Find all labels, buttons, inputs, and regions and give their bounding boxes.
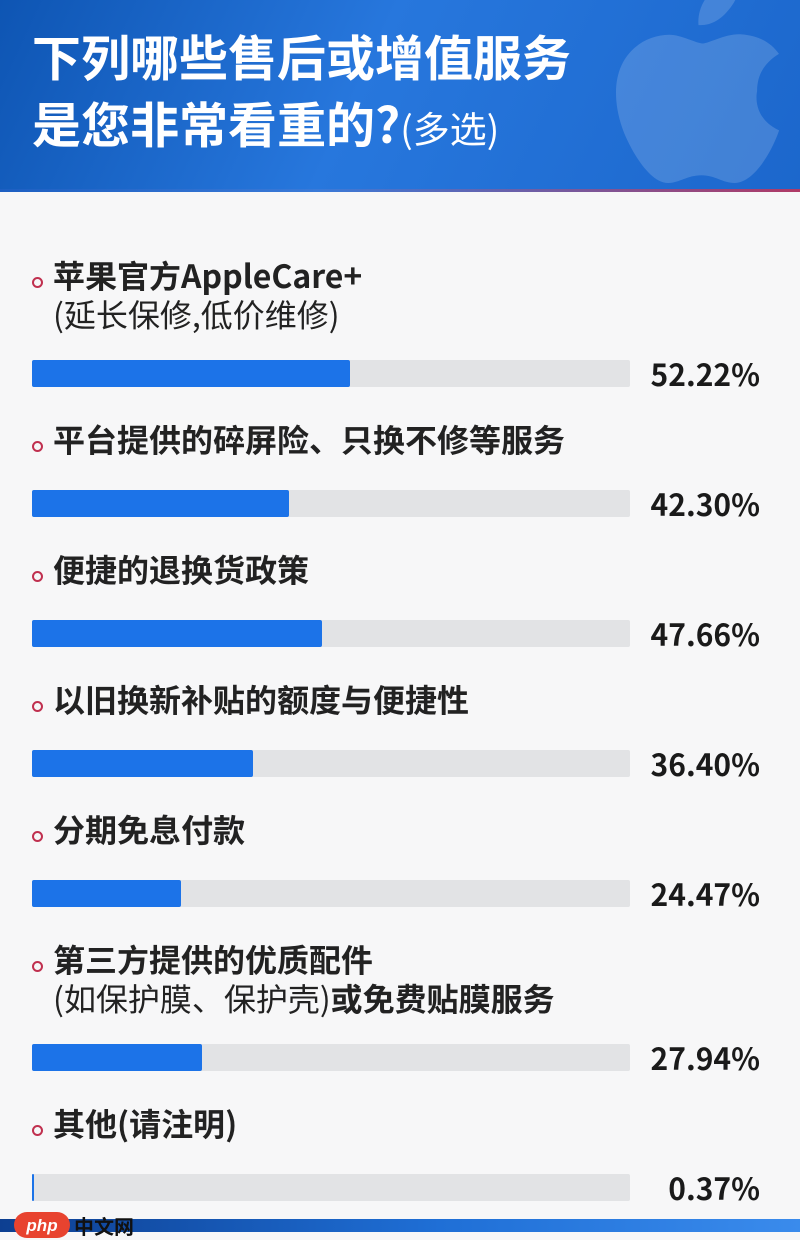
svg-text:php: php <box>25 1216 57 1235</box>
